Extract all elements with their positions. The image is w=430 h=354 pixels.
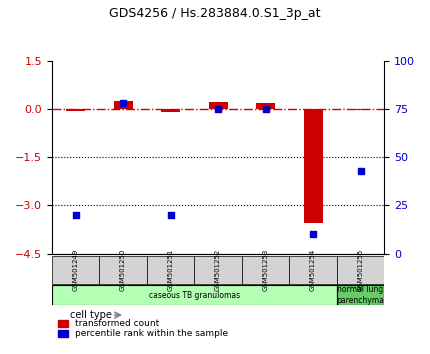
Text: cell type: cell type — [70, 310, 112, 320]
Bar — [161, 109, 180, 112]
Bar — [66, 109, 85, 112]
Text: caseous TB granulomas: caseous TB granulomas — [149, 291, 240, 299]
FancyBboxPatch shape — [99, 256, 147, 284]
FancyBboxPatch shape — [289, 256, 337, 284]
Text: GSM501255: GSM501255 — [357, 249, 363, 291]
Point — [167, 212, 174, 218]
FancyBboxPatch shape — [194, 256, 242, 284]
Point — [72, 212, 79, 218]
Text: GSM501249: GSM501249 — [73, 249, 79, 291]
FancyBboxPatch shape — [242, 256, 289, 284]
Bar — [304, 109, 322, 223]
FancyBboxPatch shape — [337, 285, 384, 305]
Text: GSM501254: GSM501254 — [310, 249, 316, 291]
Text: GSM501253: GSM501253 — [263, 249, 269, 291]
FancyBboxPatch shape — [52, 285, 337, 305]
Bar — [114, 101, 132, 109]
Text: normal lung
parenchyma: normal lung parenchyma — [337, 285, 384, 305]
Text: GSM501251: GSM501251 — [168, 249, 174, 291]
Point — [262, 107, 269, 112]
Point — [310, 232, 316, 237]
Bar — [58, 330, 68, 337]
Point — [215, 107, 221, 112]
FancyBboxPatch shape — [337, 256, 384, 284]
FancyBboxPatch shape — [52, 256, 99, 284]
Text: percentile rank within the sample: percentile rank within the sample — [75, 329, 228, 338]
Point — [357, 168, 364, 173]
FancyBboxPatch shape — [147, 256, 194, 284]
Point — [120, 101, 126, 106]
Bar — [256, 103, 275, 109]
Bar — [351, 109, 370, 110]
Text: transformed count: transformed count — [75, 319, 160, 328]
Text: GDS4256 / Hs.283884.0.S1_3p_at: GDS4256 / Hs.283884.0.S1_3p_at — [109, 7, 321, 20]
Bar — [209, 102, 227, 109]
Text: GSM501252: GSM501252 — [215, 249, 221, 291]
Bar — [58, 320, 68, 327]
Text: GSM501250: GSM501250 — [120, 249, 126, 291]
